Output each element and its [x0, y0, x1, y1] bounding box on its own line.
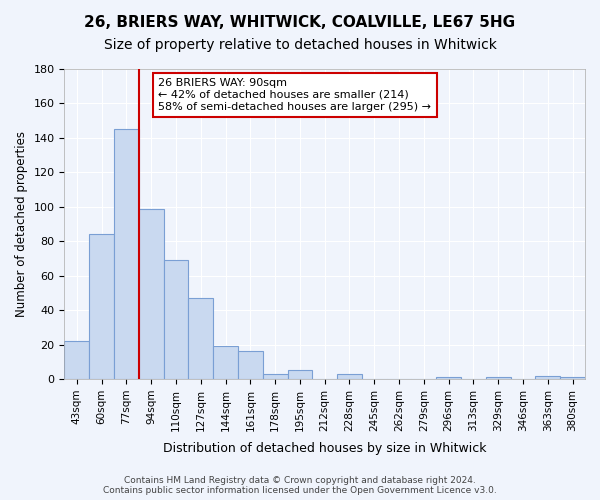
Bar	[263, 374, 287, 379]
Text: 26 BRIERS WAY: 90sqm
← 42% of detached houses are smaller (214)
58% of semi-deta: 26 BRIERS WAY: 90sqm ← 42% of detached h…	[158, 78, 431, 112]
Bar	[114, 130, 139, 379]
Bar	[486, 378, 511, 379]
Bar	[164, 260, 188, 379]
Bar	[436, 378, 461, 379]
Bar	[139, 208, 164, 379]
Text: Size of property relative to detached houses in Whitwick: Size of property relative to detached ho…	[104, 38, 496, 52]
Bar	[560, 378, 585, 379]
Bar	[89, 234, 114, 379]
Bar	[213, 346, 238, 379]
Bar	[188, 298, 213, 379]
Text: 26, BRIERS WAY, WHITWICK, COALVILLE, LE67 5HG: 26, BRIERS WAY, WHITWICK, COALVILLE, LE6…	[85, 15, 515, 30]
X-axis label: Distribution of detached houses by size in Whitwick: Distribution of detached houses by size …	[163, 442, 487, 455]
Bar	[287, 370, 313, 379]
Y-axis label: Number of detached properties: Number of detached properties	[15, 131, 28, 317]
Text: Contains HM Land Registry data © Crown copyright and database right 2024.
Contai: Contains HM Land Registry data © Crown c…	[103, 476, 497, 495]
Bar	[64, 341, 89, 379]
Bar	[535, 376, 560, 379]
Bar	[337, 374, 362, 379]
Bar	[238, 352, 263, 379]
